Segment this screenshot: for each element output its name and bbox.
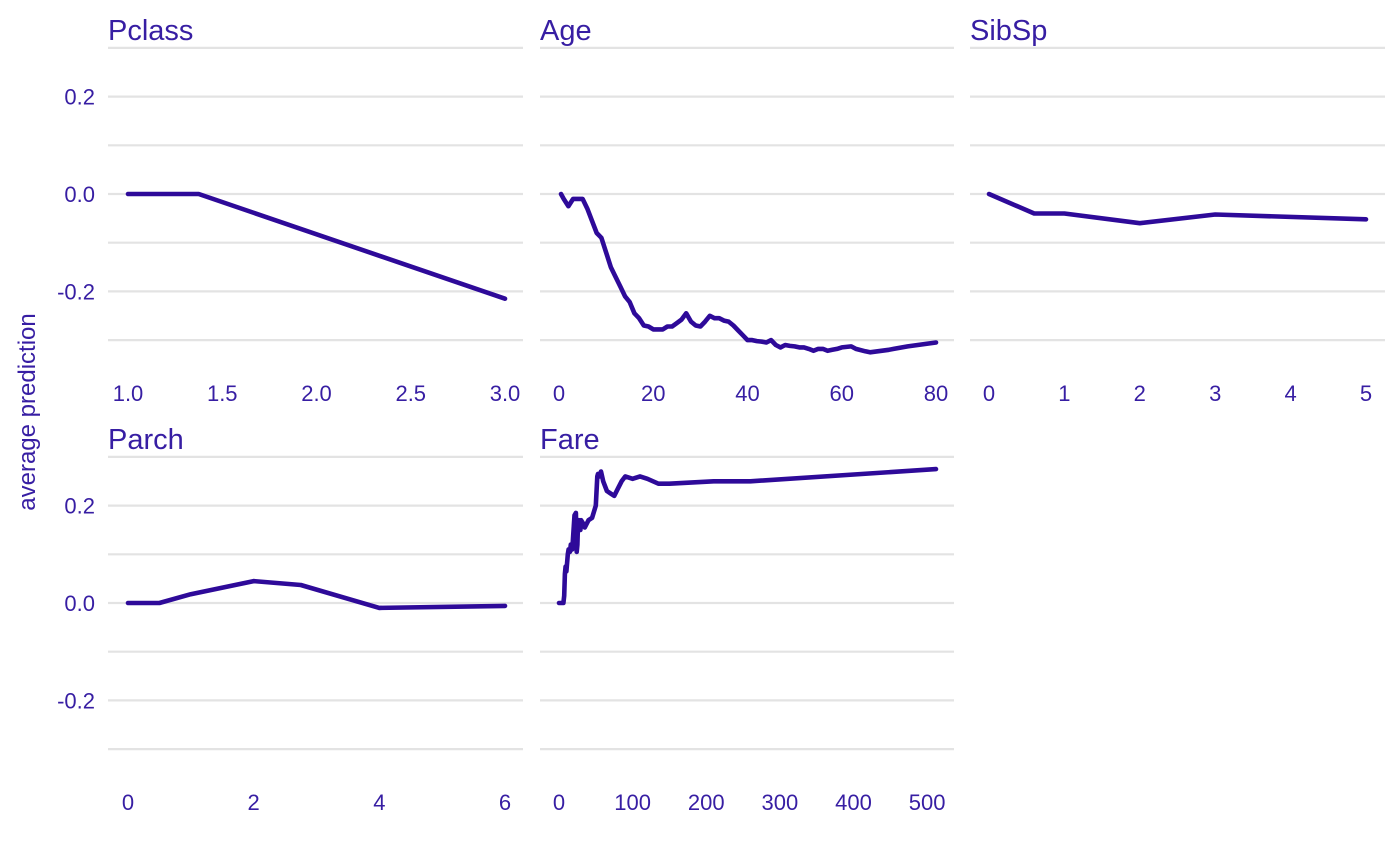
y-tick-label: -0.2 [57, 279, 95, 304]
panel-age: Age 0 20 40 60 80 [540, 15, 954, 406]
panel-pclass: Pclass -0.2 0.0 0.2 1.0 1.5 2.0 2.5 3.0 [57, 15, 523, 406]
x-tick-label: 40 [735, 381, 759, 406]
x-tick-label: 80 [924, 381, 948, 406]
x-tick-label: 1 [1058, 381, 1070, 406]
x-tick-label: 0 [553, 381, 565, 406]
panel-parch: Parch -0.2 0.0 0.2 0 2 4 6 [57, 424, 523, 815]
x-tick-label: 2 [1134, 381, 1146, 406]
panel-title: Fare [540, 424, 600, 456]
x-tick-label: 2.5 [395, 381, 426, 406]
panel-title: Parch [108, 424, 184, 456]
x-tick-label: 1.0 [113, 381, 144, 406]
x-tick-label: 4 [373, 790, 385, 815]
x-tick-label: 5 [1360, 381, 1372, 406]
x-tick-label: 2.0 [301, 381, 332, 406]
x-tick-label: 200 [688, 790, 725, 815]
panel-title: Age [540, 15, 592, 47]
y-tick-label: 0.2 [64, 85, 95, 110]
series-line-pclass [125, 191, 508, 302]
x-tick-label: 300 [762, 790, 799, 815]
x-tick-label: 20 [641, 381, 665, 406]
series-line-age [558, 191, 939, 355]
series-line-parch [125, 578, 508, 611]
x-tick-label: 0 [122, 790, 134, 815]
x-tick-label: 60 [830, 381, 854, 406]
y-tick-label: 0.0 [64, 182, 95, 207]
x-tick-label: 4 [1284, 381, 1296, 406]
x-tick-label: 2 [248, 790, 260, 815]
y-tick-label: 0.0 [64, 591, 95, 616]
x-tick-label: 0 [983, 381, 995, 406]
x-tick-label: 500 [909, 790, 946, 815]
x-tick-label: 1.5 [207, 381, 238, 406]
x-tick-label: 100 [614, 790, 651, 815]
series-line-sibsp [986, 191, 1369, 226]
x-tick-label: 400 [835, 790, 872, 815]
x-tick-label: 6 [499, 790, 511, 815]
series-line-fare [556, 466, 939, 606]
y-tick-label: 0.2 [64, 494, 95, 519]
panel-sibsp: SibSp 0 1 2 3 4 5 [970, 15, 1385, 406]
y-axis-title: average prediction [14, 313, 41, 510]
x-tick-label: 3.0 [490, 381, 521, 406]
x-tick-label: 0 [553, 790, 565, 815]
x-tick-label: 3 [1209, 381, 1221, 406]
panel-title: SibSp [970, 15, 1047, 47]
y-tick-label: -0.2 [57, 688, 95, 713]
panel-title: Pclass [108, 15, 193, 47]
panel-fare: Fare 0 100 200 300 400 500 [540, 424, 954, 815]
